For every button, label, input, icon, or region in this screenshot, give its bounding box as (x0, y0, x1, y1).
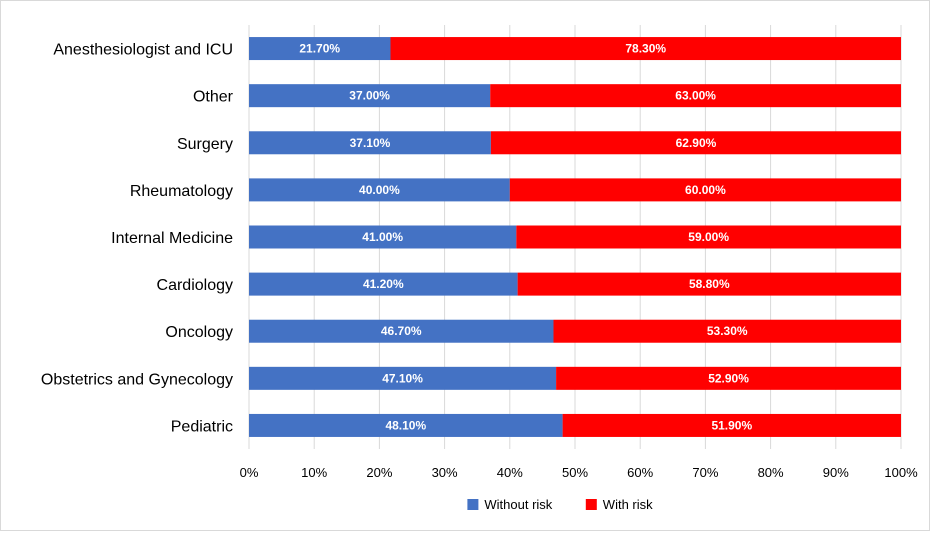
bar-segment (516, 225, 901, 249)
legend: Without risk With risk (467, 497, 653, 512)
data-label: 63.00% (675, 89, 716, 103)
category-label: Cardiology (157, 277, 233, 294)
legend-swatch (585, 499, 597, 510)
bar-segment (390, 37, 901, 61)
category-label: Other (193, 89, 234, 106)
legend-swatch (467, 499, 479, 510)
x-tick-label: 0% (240, 465, 259, 480)
bars: 21.70% 78.30% 37.00% 63.00% 37.10% 62.90% 40.0… (249, 37, 901, 437)
x-tick-label: 90% (823, 465, 849, 480)
bar-segment (517, 272, 901, 296)
data-label: 48.10% (385, 418, 426, 432)
bar-segment (553, 319, 901, 343)
data-label: 21.70% (299, 42, 340, 56)
data-label: 51.90% (711, 418, 752, 432)
category-label: Anesthesiologist and ICU (53, 42, 233, 59)
category-label: Oncology (165, 324, 233, 341)
category-label: Internal Medicine (111, 230, 233, 247)
bar-segment (249, 37, 391, 61)
data-label: 78.30% (625, 42, 666, 56)
bar-segment (249, 272, 518, 296)
x-tick-labels: 0% 10% 20% 30% 40% 50% 60% 70% 80% 90% 100% (240, 465, 918, 480)
x-tick-label: 50% (562, 465, 588, 480)
legend-label: With risk (603, 497, 653, 512)
data-label: 62.90% (676, 136, 717, 150)
bar-segment (249, 84, 491, 108)
data-label: 37.00% (349, 89, 390, 103)
x-tick-label: 70% (692, 465, 718, 480)
x-tick-label: 40% (497, 465, 523, 480)
category-label: Pediatric (171, 418, 233, 435)
bar-segment (249, 413, 563, 437)
category-label: Rheumatology (130, 183, 233, 200)
bar-segment (249, 131, 491, 155)
category-labels: Anesthesiologist and ICU Other Surgery Rheu… (41, 42, 234, 436)
data-label: 41.00% (362, 230, 403, 244)
data-label: 60.00% (685, 183, 726, 197)
x-tick-label: 20% (366, 465, 392, 480)
data-label: 47.10% (382, 371, 423, 385)
bar-segment (249, 178, 510, 202)
data-label: 40.00% (359, 183, 400, 197)
bar-segment (562, 413, 901, 437)
data-label: 46.70% (381, 324, 422, 338)
category-label: Surgery (177, 136, 233, 153)
x-tick-label: 60% (627, 465, 653, 480)
bar-segment (490, 84, 901, 108)
data-label: 59.00% (688, 230, 729, 244)
data-label: 41.20% (363, 277, 404, 291)
data-label: 52.90% (708, 371, 749, 385)
legend-label: Without risk (484, 497, 552, 512)
bar-segment (556, 366, 901, 390)
x-tick-label: 10% (301, 465, 327, 480)
data-label: 37.10% (350, 136, 391, 150)
category-label: Obstetrics and Gynecology (41, 371, 233, 388)
data-label: 58.80% (689, 277, 730, 291)
bar-segment (490, 131, 901, 155)
bar-segment (249, 225, 517, 249)
data-label: 53.30% (707, 324, 748, 338)
bar-segment (249, 319, 554, 343)
x-tick-label: 80% (758, 465, 784, 480)
x-tick-label: 100% (884, 465, 918, 480)
x-tick-label: 30% (432, 465, 458, 480)
bar-segment (249, 366, 557, 390)
bar-segment (509, 178, 901, 202)
